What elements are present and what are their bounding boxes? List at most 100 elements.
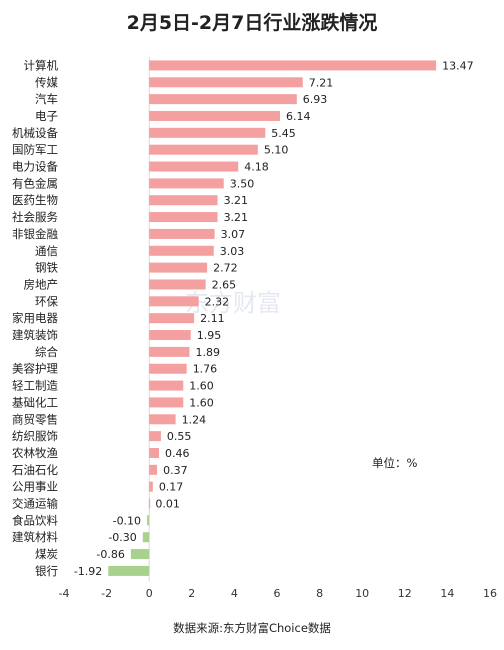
category-label: 机械设备 [12, 126, 58, 140]
value-label: -0.86 [96, 548, 124, 561]
x-tick-label: 2 [188, 587, 195, 600]
value-label: 6.14 [286, 110, 311, 123]
bar [142, 532, 150, 543]
bar [149, 77, 303, 88]
bar [149, 431, 161, 442]
chart-title: 2月5日-2月7日行业涨跌情况 [126, 12, 378, 34]
value-label: -0.30 [108, 531, 136, 544]
value-label: 0.17 [159, 481, 184, 494]
value-label: 1.95 [197, 329, 222, 342]
value-label: 0.37 [163, 464, 188, 477]
category-label: 综合 [35, 345, 58, 359]
category-label: 建筑材料 [12, 530, 58, 544]
value-label: 1.89 [195, 346, 220, 359]
category-label: 纺织服饰 [12, 429, 58, 443]
bar [130, 549, 150, 560]
bar [108, 565, 150, 576]
source-label: 数据来源:东方财富Choice数据 [173, 621, 331, 635]
value-label: 5.10 [264, 144, 289, 157]
category-label: 有色金属 [12, 176, 58, 190]
bar [149, 498, 151, 509]
value-label: -0.10 [113, 514, 141, 527]
value-label: 3.50 [230, 177, 255, 190]
value-label: 0.01 [155, 498, 180, 511]
value-label: 1.60 [189, 380, 214, 393]
category-label: 石油石化 [12, 463, 58, 477]
value-label: 1.24 [182, 413, 207, 426]
value-label: 4.18 [244, 161, 269, 174]
unit-label: 单位：% [372, 456, 418, 470]
bar [149, 397, 184, 408]
bar [149, 60, 437, 71]
category-label: 家用电器 [12, 311, 58, 325]
category-label: 国防军工 [12, 143, 58, 157]
x-tick-label: -2 [101, 587, 112, 600]
bar [149, 346, 190, 357]
bar [149, 447, 159, 458]
category-label: 医药生物 [12, 193, 58, 207]
value-label: 3.07 [221, 228, 246, 241]
category-label: 房地产 [24, 277, 59, 291]
bar [149, 245, 214, 256]
category-label: 建筑装饰 [12, 328, 58, 342]
bar [149, 363, 187, 374]
category-label: 计算机 [24, 58, 59, 72]
value-label: 13.47 [442, 59, 474, 72]
category-label: 社会服务 [12, 210, 58, 224]
x-tick-label: 0 [146, 587, 153, 600]
value-label: 1.76 [193, 363, 218, 376]
value-label: -1.92 [74, 565, 102, 578]
value-label: 2.32 [205, 295, 230, 308]
bar [149, 313, 195, 324]
bar [149, 127, 266, 138]
x-tick-label: 4 [231, 587, 238, 600]
x-tick-label: 12 [398, 587, 412, 600]
value-label: 6.93 [303, 93, 328, 106]
value-label: 0.46 [165, 447, 190, 460]
bar [149, 414, 176, 425]
category-label: 传媒 [35, 75, 58, 89]
x-tick-label: 6 [274, 587, 281, 600]
category-label: 银行 [35, 564, 58, 578]
bar [149, 178, 224, 189]
category-label: 基础化工 [12, 395, 58, 409]
value-label: 2.72 [213, 262, 238, 275]
bar [149, 195, 218, 206]
category-label: 轻工制造 [12, 379, 58, 393]
value-label: 3.21 [224, 194, 249, 207]
bar [149, 464, 158, 475]
bar [149, 262, 208, 273]
category-label: 美容护理 [12, 362, 58, 376]
x-tick-label: 14 [440, 587, 454, 600]
category-label: 汽车 [35, 92, 58, 106]
category-label: 非银金融 [12, 227, 58, 241]
category-label: 商贸零售 [12, 412, 58, 426]
bar [149, 481, 153, 492]
value-label: 2.11 [200, 312, 225, 325]
bar [149, 144, 258, 155]
bar [147, 515, 150, 526]
watermark: 东方财富 [185, 289, 281, 317]
bar [149, 212, 218, 223]
bar [149, 228, 215, 239]
bar [149, 330, 191, 341]
bar [149, 279, 206, 290]
category-label: 煤炭 [35, 547, 58, 561]
category-label: 电力设备 [12, 160, 58, 174]
category-label: 食品饮料 [12, 513, 58, 527]
value-label: 1.60 [189, 396, 214, 409]
value-label: 3.21 [224, 211, 249, 224]
bar [149, 110, 280, 121]
bar [149, 296, 199, 307]
value-label: 0.55 [167, 430, 192, 443]
category-label: 交通运输 [12, 497, 58, 511]
x-tick-label: 8 [316, 587, 323, 600]
category-label: 农林牧渔 [12, 446, 58, 460]
category-label: 钢铁 [35, 261, 58, 275]
category-label: 通信 [35, 244, 58, 258]
category-label: 电子 [35, 109, 58, 123]
x-tick-label: -4 [59, 587, 70, 600]
x-tick-label: 10 [355, 587, 369, 600]
